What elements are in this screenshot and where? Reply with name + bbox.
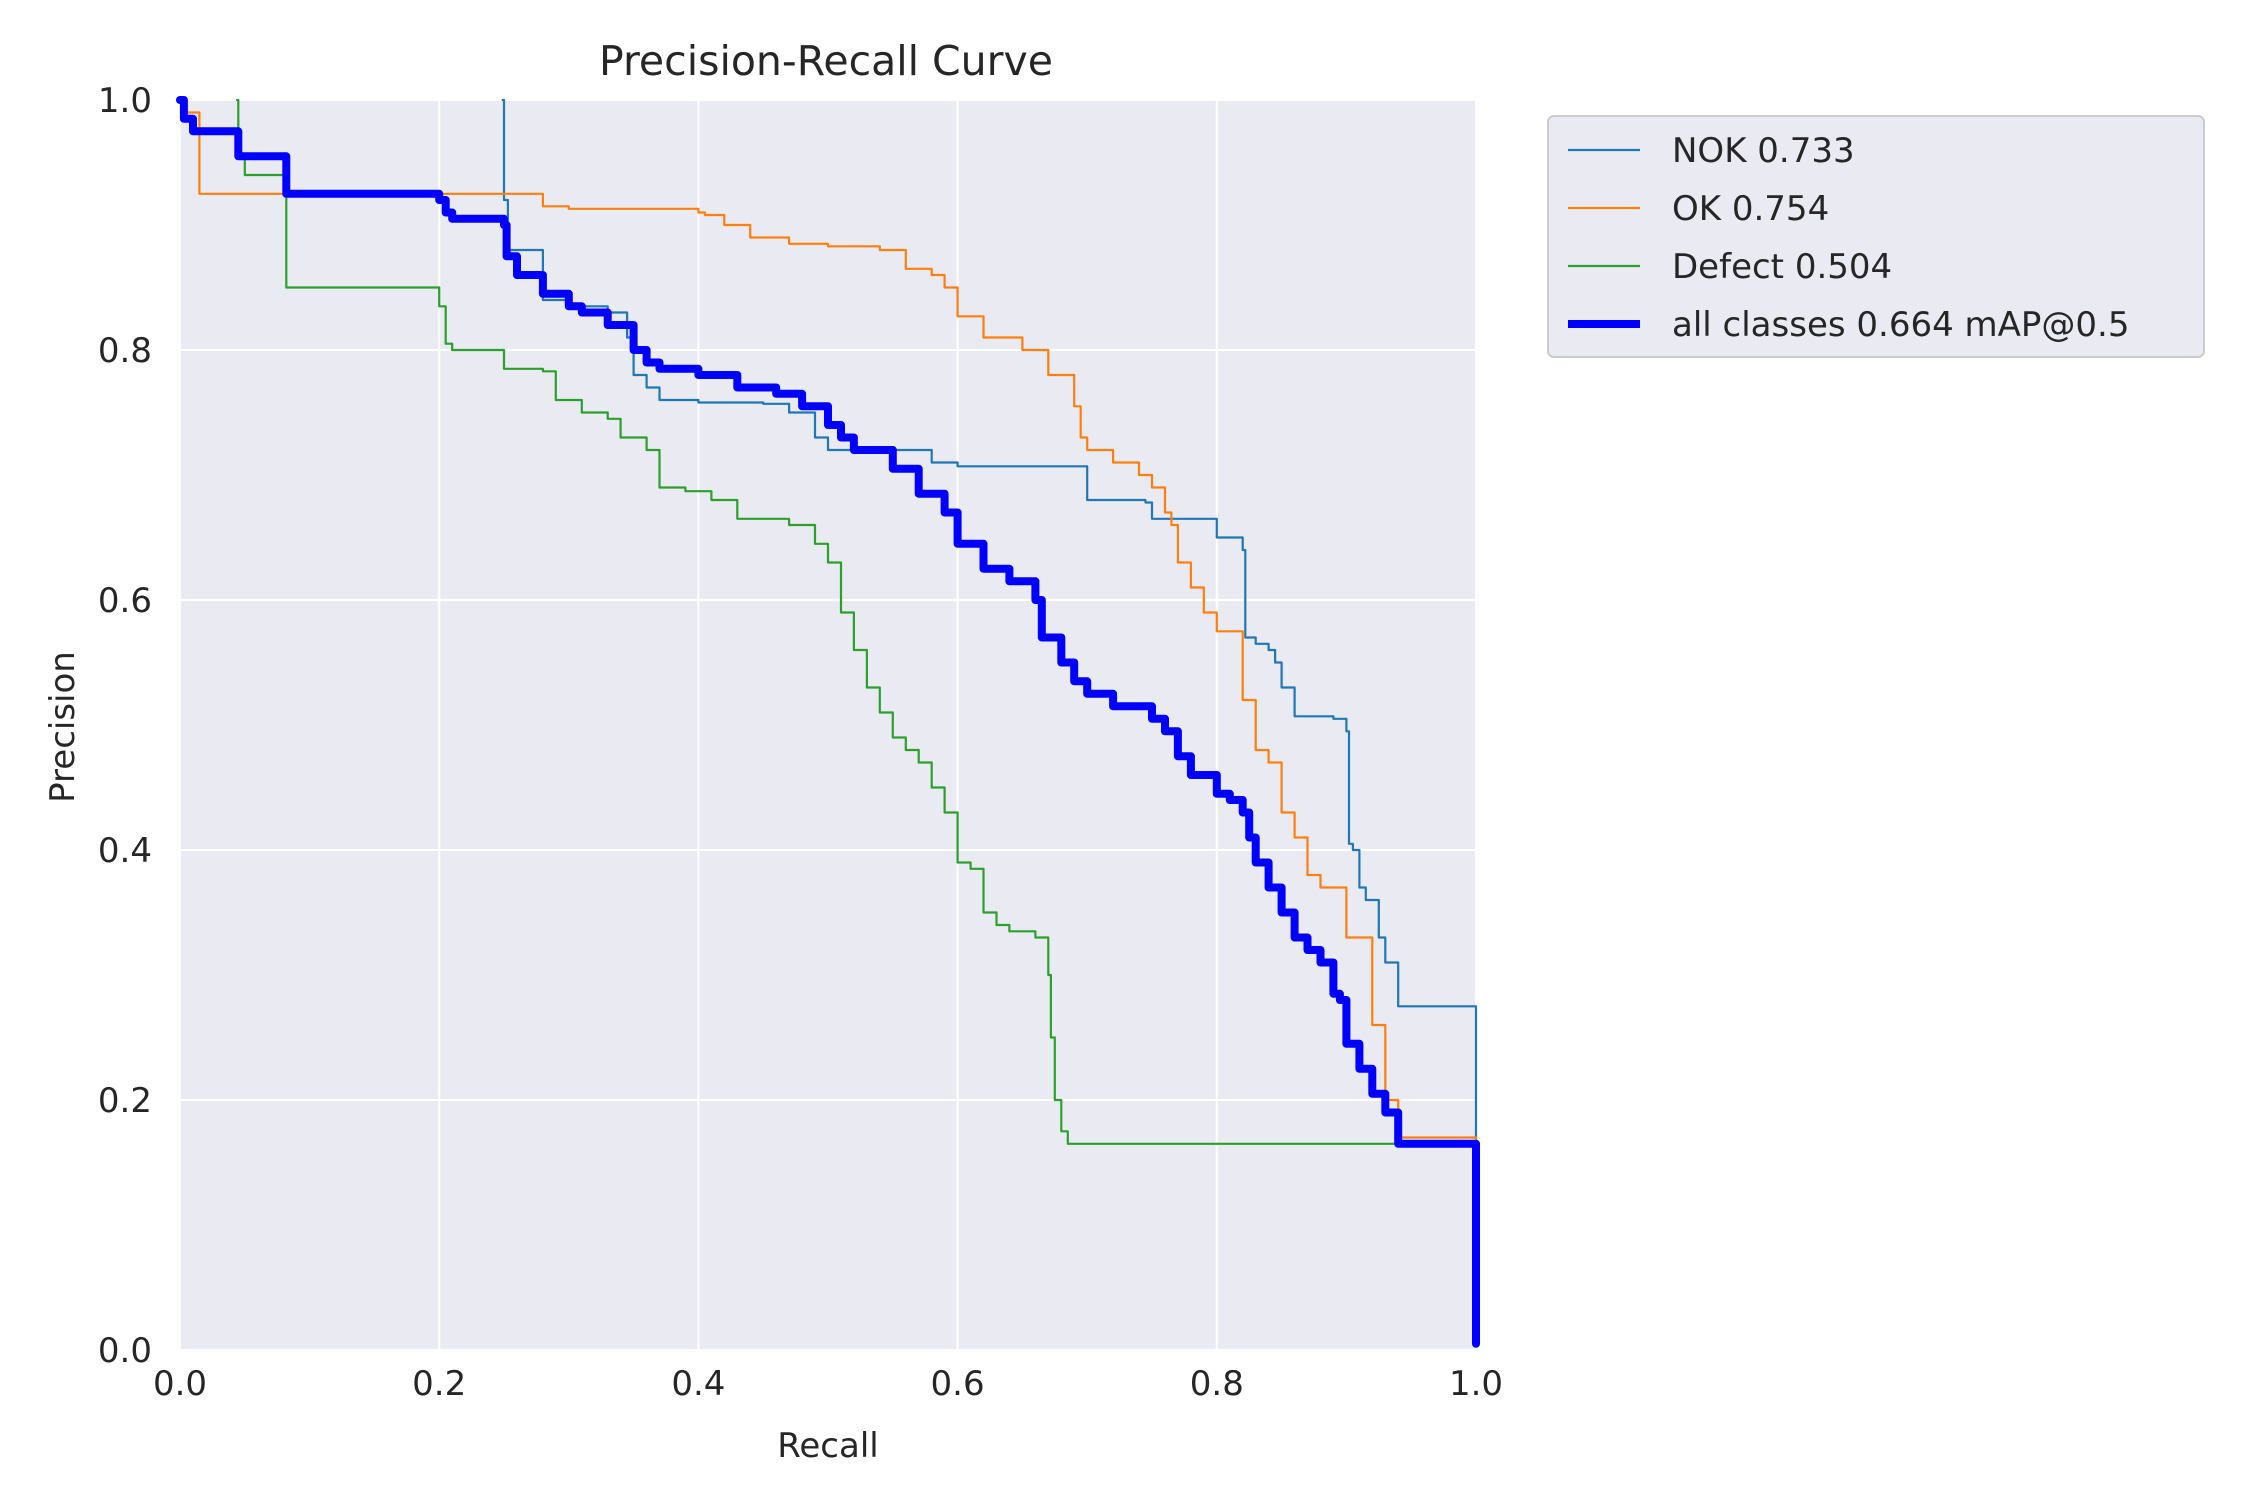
legend-label-3: all classes 0.664 mAP@0.5 (1672, 305, 2129, 345)
legend-label-2: Defect 0.504 (1672, 247, 1892, 287)
legend-label-1: OK 0.754 (1672, 189, 1829, 229)
series-line-2 (235, 98, 1478, 1348)
y-tick-label: 0.4 (98, 831, 152, 871)
x-tick-label: 0.8 (1190, 1364, 1244, 1404)
x-tick-label: 0.4 (671, 1364, 725, 1404)
y-tick-label: 1.0 (98, 81, 152, 121)
y-tick-labels: 0.0 0.2 0.4 0.6 0.8 1.0 (98, 81, 152, 1371)
y-tick-label: 0.8 (98, 331, 152, 371)
y-tick-label: 0.0 (98, 1331, 152, 1371)
plot-area (180, 100, 1476, 1350)
y-tick-label: 0.6 (98, 581, 152, 621)
x-tick-label: 1.0 (1449, 1364, 1503, 1404)
series-line-3 (176, 96, 1480, 1348)
chart-title: Precision-Recall Curve (599, 37, 1053, 85)
legend-label-0: NOK 0.733 (1672, 131, 1855, 171)
series-lines (176, 96, 1480, 1348)
x-tick-label: 0.6 (931, 1364, 985, 1404)
x-tick-label: 0.0 (153, 1364, 207, 1404)
legend: NOK 0.733 OK 0.754 Defect 0.504 all classes… (1547, 115, 2205, 358)
grid-lines (179, 99, 1477, 1351)
y-axis-label: Precision (43, 651, 83, 803)
y-tick-label: 0.2 (98, 1081, 152, 1121)
x-axis-label: Recall (777, 1426, 878, 1466)
legend-frame (1547, 115, 2205, 358)
x-tick-labels: 0.0 0.2 0.4 0.6 0.8 1.0 (153, 1364, 1503, 1404)
x-tick-label: 0.2 (412, 1364, 466, 1404)
series-line-1 (178, 98, 1478, 1345)
series-line-0 (501, 98, 1478, 1345)
